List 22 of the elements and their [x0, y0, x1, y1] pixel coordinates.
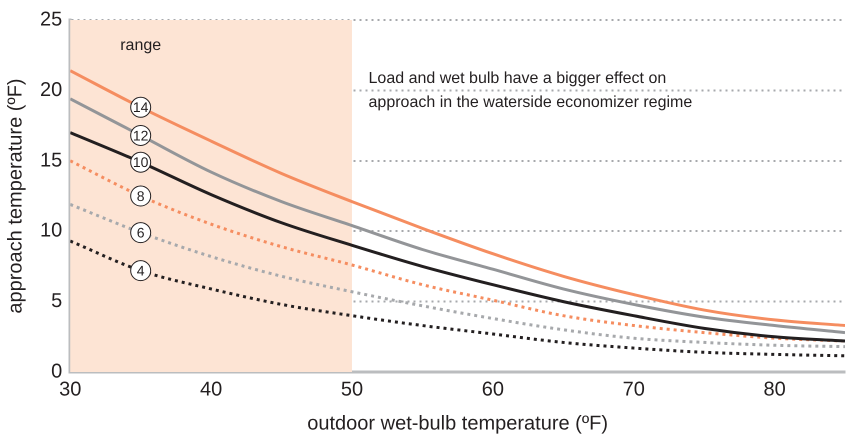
y-tick-label: 25: [40, 8, 62, 31]
x-tick-label: 80: [763, 378, 786, 401]
y-tick-label: 15: [40, 149, 62, 172]
annotation: Load and wet bulb have a bigger effect on approach in the waterside economizer regime: [368, 70, 692, 111]
x-tick-label: 70: [622, 378, 645, 401]
y-tick-label: 10: [40, 220, 62, 242]
legend-title: range: [120, 37, 162, 54]
x-axis-title: outdoor wet-bulb temperature (ºF): [307, 412, 608, 435]
series-label: 12: [132, 127, 149, 144]
x-tick-label: 50: [340, 378, 364, 401]
y-axis-title: approach temperature (ºF): [4, 78, 27, 314]
line-series: [70, 202, 845, 348]
series-label: 4: [136, 262, 145, 278]
series-label: 8: [136, 188, 145, 204]
x-tick-label: 40: [200, 378, 222, 401]
series-label: 6: [136, 224, 145, 240]
series-label: 14: [132, 99, 149, 116]
x-tick-label: 60: [482, 378, 504, 401]
y-tick-label: 20: [40, 78, 62, 101]
y-tick-label: 5: [51, 290, 62, 312]
series-label: 10: [132, 154, 149, 170]
line-series: [70, 240, 845, 358]
